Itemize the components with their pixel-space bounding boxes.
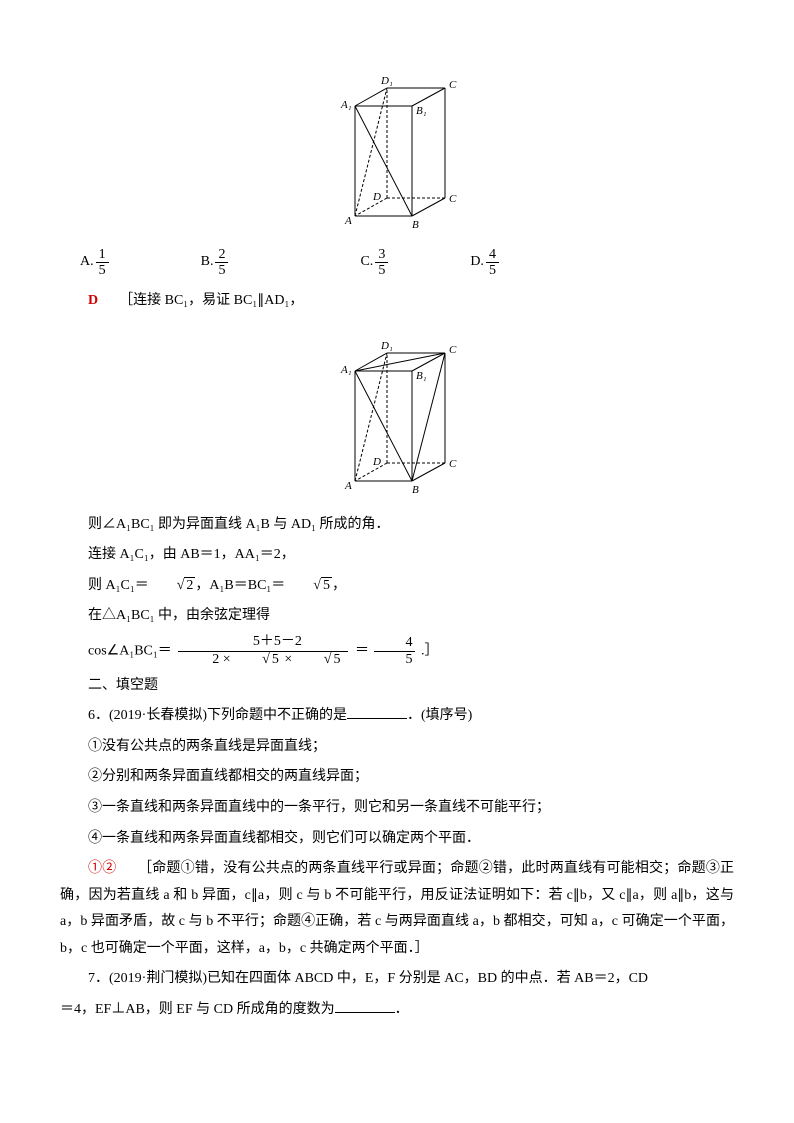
figure-prism-1: A B C D A₁ B₁ C₁ D₁ <box>60 58 734 239</box>
svg-text:B₁: B₁ <box>416 105 427 117</box>
options-row: A. 1 5 B. 2 5 C. 3 5 D. 4 5 <box>60 247 734 279</box>
svg-text:B: B <box>412 484 419 493</box>
q6-blank <box>347 704 407 719</box>
q6-s3: ③一条直线和两条异面直线中的一条平行，则它和另一条直线不可能平行； <box>60 795 734 822</box>
option-d-prefix: D. <box>470 249 484 276</box>
svg-text:B₁: B₁ <box>416 370 427 382</box>
svg-text:D: D <box>372 456 381 468</box>
svg-text:A: A <box>344 480 352 492</box>
answer-d-line: D ［连接 BC₁，易证 BC₁∥AD₁， <box>60 288 734 315</box>
svg-text:C: C <box>449 193 457 205</box>
sqrt-5c: 5 <box>296 652 343 669</box>
option-d: D. 4 5 <box>470 247 501 279</box>
option-b-prefix: B. <box>201 249 214 276</box>
prism-svg-2: A B C D A₁ B₁ C₁ D₁ <box>337 323 457 493</box>
prism-svg-1: A B C D A₁ B₁ C₁ D₁ <box>337 58 457 228</box>
option-c: C. 3 5 <box>360 247 390 279</box>
svg-text:D₁: D₁ <box>380 340 393 352</box>
svg-text:C₁: C₁ <box>449 79 457 91</box>
option-a: A. 1 5 <box>80 247 111 279</box>
sol-line-5: cos∠A₁BC₁＝ 5＋5－2 2 × 5 × 5 ＝ 4 5 .］ <box>60 634 734 669</box>
q7-blank <box>335 998 395 1013</box>
svg-text:D: D <box>372 191 381 203</box>
option-c-frac: 3 5 <box>375 247 388 279</box>
sqrt-5a: 5 <box>285 573 332 600</box>
svg-text:D₁: D₁ <box>380 75 393 87</box>
option-b-frac: 2 5 <box>215 247 228 279</box>
q6-s2: ②分别和两条异面直线都相交的两直线异面； <box>60 764 734 791</box>
q6-stem: 6．(2019·长春模拟)下列命题中不正确的是．(填序号) <box>60 703 734 730</box>
section-2-heading: 二、填空题 <box>60 673 734 700</box>
figure-prism-2: A B C D A₁ B₁ C₁ D₁ <box>60 323 734 504</box>
svg-text:B: B <box>412 219 419 228</box>
svg-text:C: C <box>449 458 457 470</box>
option-b: B. 2 5 <box>201 247 231 279</box>
option-a-frac: 1 5 <box>96 247 109 279</box>
sol-line-4: 在△A₁BC₁ 中，由余弦定理得 <box>60 603 734 630</box>
q7-line2: ＝4，EF⊥AB，则 EF 与 CD 所成角的度数为． <box>60 997 734 1024</box>
sqrt-2: 2 <box>149 573 196 600</box>
option-c-prefix: C. <box>360 249 373 276</box>
svg-text:A: A <box>344 215 352 227</box>
cos-fraction: 5＋5－2 2 × 5 × 5 <box>178 634 348 669</box>
sol-line-1: 则∠A₁BC₁ 即为异面直线 A₁B 与 AD₁ 所成的角． <box>60 512 734 539</box>
svg-text:C₁: C₁ <box>449 344 457 356</box>
q6-s1: ①没有公共点的两条直线是异面直线； <box>60 734 734 761</box>
q6-answer-expl: ①② ［命题①错，没有公共点的两条直线平行或异面；命题②错，此时两直线有可能相交… <box>60 856 734 962</box>
svg-text:A₁: A₁ <box>340 99 352 111</box>
result-frac: 4 5 <box>374 635 415 667</box>
option-d-frac: 4 5 <box>486 247 499 279</box>
svg-text:A₁: A₁ <box>340 364 352 376</box>
sol-line-2: 连接 A₁C₁，由 AB＝1，AA₁＝2， <box>60 542 734 569</box>
option-a-prefix: A. <box>80 249 94 276</box>
q6-answer: ①② <box>88 861 116 876</box>
q6-explanation: ［命题①错，没有公共点的两条直线平行或异面；命题②错，此时两直线有可能相交；命题… <box>60 861 734 956</box>
q7-line1: 7．(2019·荆门模拟)已知在四面体 ABCD 中，E，F 分别是 AC，BD… <box>60 966 734 993</box>
sol-line-3: 则 A₁C₁＝2，A₁B＝BC₁＝5， <box>60 573 734 600</box>
answer-d-text: ［连接 BC₁，易证 BC₁∥AD₁， <box>119 293 303 308</box>
answer-d-letter: D <box>88 293 98 308</box>
sqrt-5b: 5 <box>234 652 281 669</box>
q6-s4: ④一条直线和两条异面直线都相交，则它们可以确定两个平面． <box>60 826 734 853</box>
